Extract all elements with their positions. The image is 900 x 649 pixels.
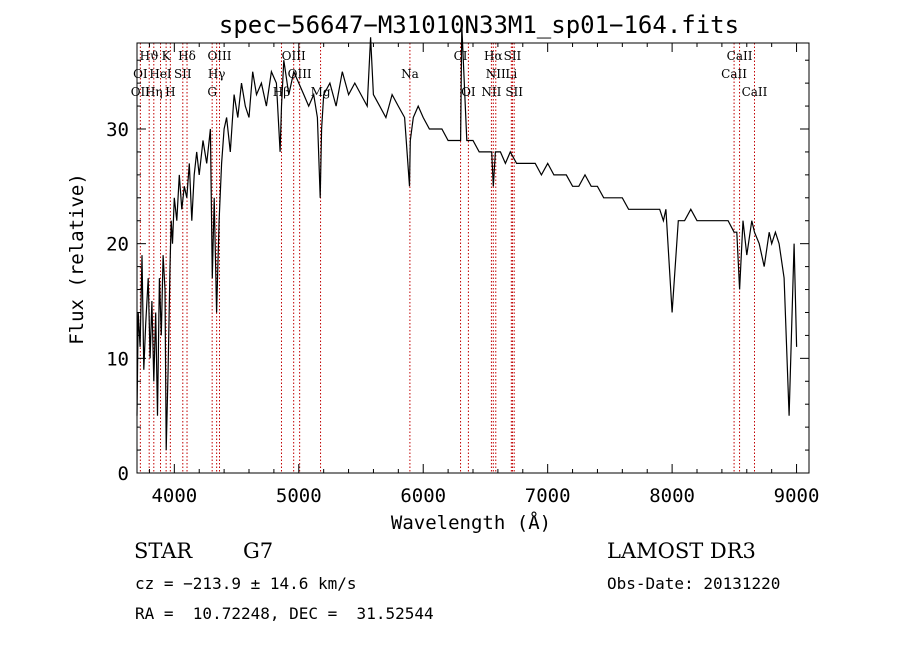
chart-title: spec−56647−M31010N33M1_sp01−164.fits (219, 11, 739, 39)
line-label: G (207, 85, 217, 99)
y-tick-label: 30 (106, 119, 129, 141)
object-subclass: G7 (243, 539, 274, 563)
line-label: OIII (207, 49, 231, 63)
y-axis: 0 10 20 30 (106, 59, 809, 485)
line-label: CaII (727, 49, 753, 63)
x-axis-label: Wavelength (Å) (391, 511, 551, 534)
line-label: K (162, 49, 172, 63)
line-label: Mg (311, 85, 331, 99)
line-label: Hδ (178, 49, 196, 63)
line-label: CI (454, 49, 468, 63)
x-tick-label: 9000 (774, 485, 820, 507)
x-axis: 4000 5000 6000 7000 8000 9000 (148, 43, 820, 507)
y-tick-label: 0 (118, 463, 129, 485)
line-label: Hϑ (140, 49, 159, 63)
line-label: Li (505, 67, 517, 81)
coordinates: RA = 10.72248, DEC = 31.52544 (135, 604, 434, 623)
line-label: SII (504, 49, 522, 63)
line-marker-group (139, 43, 755, 473)
line-label: OI (133, 67, 148, 81)
x-tick-label: 8000 (649, 485, 695, 507)
x-tick-label: 7000 (525, 485, 571, 507)
line-label: SII (174, 67, 192, 81)
x-tick-label: 6000 (400, 485, 446, 507)
line-label: Hγ (208, 67, 226, 81)
y-tick-label: 10 (106, 348, 129, 370)
line-label: OI (461, 85, 476, 99)
line-label: OIII (282, 49, 306, 63)
redshift-velocity: cz = −213.9 ± 14.6 km/s (135, 574, 357, 593)
line-label: HeI (149, 67, 172, 81)
spectrum-line (136, 25, 798, 451)
x-tick-label: 4000 (151, 485, 197, 507)
y-tick-label: 20 (106, 234, 129, 256)
line-label: Hη (145, 85, 163, 99)
line-label: SII (505, 85, 523, 99)
y-axis-label: Flux (relative) (66, 173, 88, 345)
line-label: NII (486, 67, 506, 81)
plot-frame (136, 42, 810, 474)
observation-date: Obs-Date: 20131220 (607, 574, 781, 593)
line-label: OII (131, 85, 151, 99)
survey-name: LAMOST DR3 (607, 539, 756, 563)
line-label: Hα (484, 49, 503, 63)
line-label: CaII (742, 85, 768, 99)
line-label: CaII (721, 67, 747, 81)
line-label: H (165, 85, 175, 99)
object-class: STAR (134, 539, 193, 563)
line-label: OIII (288, 67, 312, 81)
line-label: Na (401, 67, 419, 81)
line-label: NII (481, 85, 501, 99)
x-tick-label: 5000 (276, 485, 322, 507)
